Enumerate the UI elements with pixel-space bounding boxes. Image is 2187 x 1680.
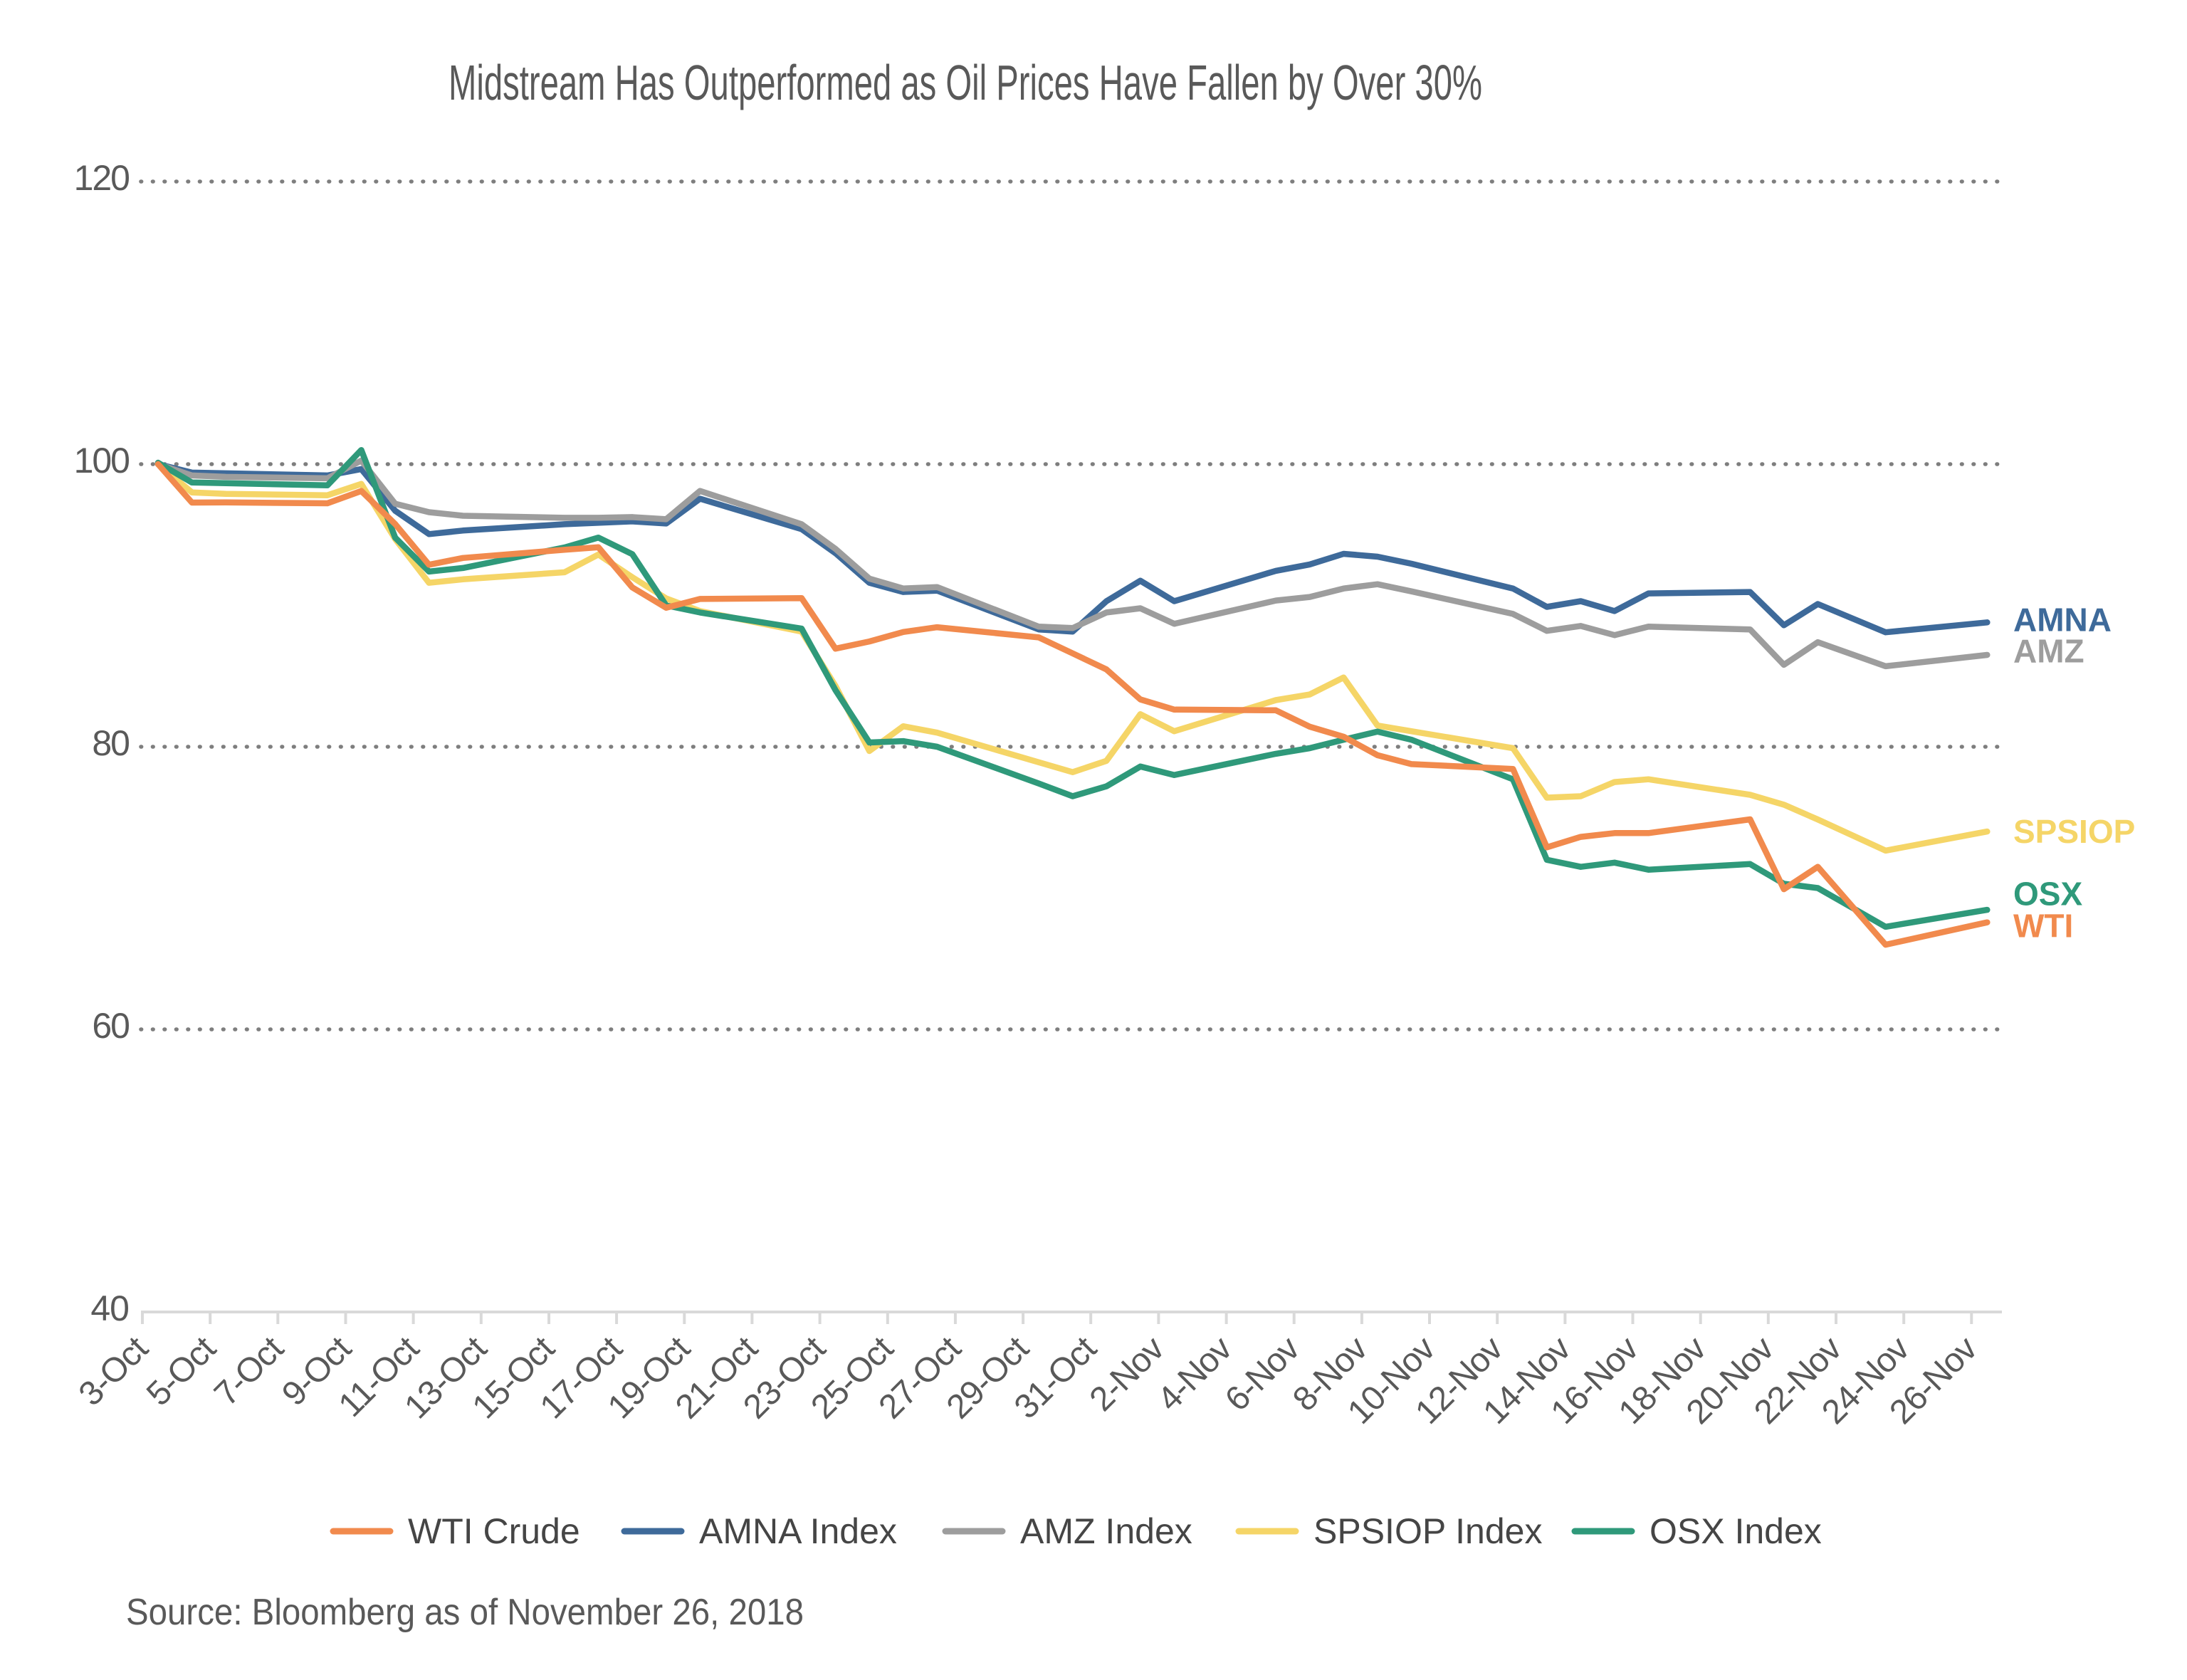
svg-text:WTI Crude: WTI Crude [408, 1511, 580, 1551]
svg-text:100: 100 [74, 441, 130, 481]
svg-text:OSX Index: OSX Index [1650, 1511, 1822, 1551]
svg-text:WTI: WTI [2013, 907, 2073, 944]
svg-text:AMNA: AMNA [2013, 602, 2112, 639]
svg-text:80: 80 [92, 723, 129, 763]
svg-text:AMZ Index: AMZ Index [1020, 1511, 1192, 1551]
svg-text:Source: Bloomberg as of Novemb: Source: Bloomberg as of November 26, 201… [126, 1592, 804, 1633]
svg-text:SPSIOP Index: SPSIOP Index [1313, 1511, 1542, 1551]
svg-text:120: 120 [74, 158, 130, 198]
svg-text:40: 40 [90, 1288, 129, 1328]
svg-text:AMZ: AMZ [2013, 632, 2084, 669]
svg-text:60: 60 [92, 1006, 129, 1046]
svg-text:SPSIOP: SPSIOP [2013, 813, 2135, 850]
svg-text:Midstream Has Outperformed as: Midstream Has Outperformed as Oil Prices… [449, 55, 1482, 110]
svg-text:OSX: OSX [2013, 876, 2082, 913]
svg-text:AMNA Index: AMNA Index [699, 1511, 897, 1551]
